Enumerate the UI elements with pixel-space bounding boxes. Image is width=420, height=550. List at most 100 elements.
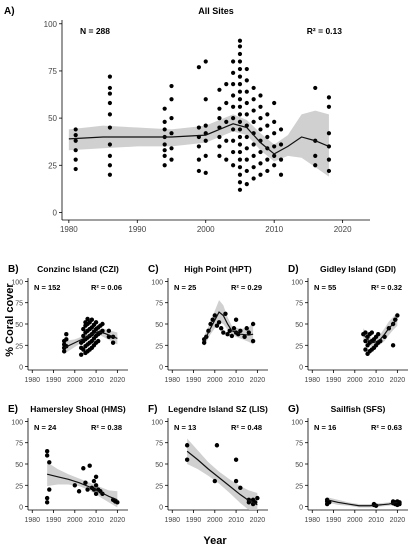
data-point — [244, 78, 249, 83]
data-point — [44, 495, 50, 501]
data-point — [231, 70, 236, 75]
data-point — [265, 134, 270, 140]
data-point — [229, 333, 235, 339]
panel-title: Conzinc Island (CZI) — [37, 264, 119, 274]
data-point — [395, 313, 400, 318]
data-point — [107, 74, 113, 79]
data-point — [81, 333, 86, 339]
y-tick-label: 25 — [15, 483, 23, 490]
data-point — [115, 500, 120, 505]
x-tick-label: 1980 — [304, 517, 320, 524]
data-point — [313, 163, 318, 168]
data-point — [100, 321, 105, 327]
data-point — [203, 97, 208, 102]
data-point — [44, 453, 50, 458]
data-point — [278, 127, 284, 132]
data-point — [363, 338, 368, 344]
data-point — [237, 112, 243, 117]
data-point — [251, 165, 256, 170]
y-tick-label: 25 — [48, 161, 57, 170]
data-point — [272, 153, 277, 158]
x-tick-label: 1980 — [164, 377, 180, 384]
data-point — [162, 127, 167, 132]
data-point — [196, 157, 201, 162]
x-tick-label: 2020 — [390, 517, 406, 524]
n-label: N = 25 — [174, 283, 196, 292]
data-point — [196, 168, 201, 174]
y-tick-label: 75 — [155, 441, 163, 448]
data-point — [73, 166, 78, 172]
y-tick-label: 100 — [151, 419, 163, 426]
data-point — [107, 153, 113, 158]
panel-title: Sailfish (SFS) — [331, 404, 386, 414]
data-point — [237, 127, 243, 132]
x-tick-label: 1980 — [304, 377, 320, 384]
confidence-band — [68, 110, 329, 177]
data-point — [106, 328, 112, 334]
x-tick-label: 1990 — [46, 517, 62, 524]
data-point — [244, 168, 249, 174]
data-point — [237, 44, 243, 49]
data-point — [169, 146, 174, 151]
data-point — [201, 340, 207, 345]
data-point — [237, 180, 243, 185]
data-point — [217, 134, 222, 140]
x-tick-label: 1990 — [186, 517, 202, 524]
trend-line — [186, 450, 258, 506]
data-point — [203, 59, 208, 64]
confidence-band — [187, 438, 258, 510]
data-point — [326, 168, 332, 174]
x-tick-label: 2010 — [368, 377, 384, 384]
data-point — [244, 100, 249, 106]
data-point — [169, 131, 174, 136]
data-point — [231, 163, 236, 168]
panel-7: G) Sailfish (SFS) 0 25 50 75 100 1980 1990 2000 20… — [288, 404, 408, 524]
trend-line — [203, 311, 254, 342]
data-point — [237, 89, 243, 94]
trend-line — [47, 473, 118, 501]
data-point — [231, 59, 236, 64]
y-tick-label: 75 — [295, 441, 303, 448]
data-point — [237, 134, 243, 140]
y-tick-label: 25 — [155, 483, 163, 490]
data-point — [93, 483, 99, 488]
data-point — [244, 146, 249, 151]
data-point — [162, 163, 167, 168]
data-point — [83, 480, 88, 485]
data-point — [184, 457, 190, 462]
y-tick-label: 0 — [299, 505, 303, 512]
data-point — [251, 119, 256, 124]
data-point — [93, 474, 99, 479]
data-point — [376, 332, 381, 337]
trend-line — [362, 318, 398, 344]
y-tick-label: 50 — [15, 322, 23, 329]
data-point — [238, 485, 243, 491]
data-point — [265, 168, 270, 174]
data-point — [231, 93, 236, 98]
r2-label: R² = 0.06 — [91, 283, 122, 292]
trend-line — [63, 331, 118, 349]
data-point — [326, 157, 332, 162]
data-point — [238, 328, 243, 334]
y-tick-label: 50 — [295, 322, 303, 329]
y-tick-label: 0 — [159, 365, 163, 372]
y-tick-label: 0 — [19, 365, 23, 372]
data-point — [203, 153, 208, 158]
data-point — [250, 338, 256, 344]
data-point — [255, 495, 260, 501]
x-tick-label: 2000 — [197, 225, 215, 234]
data-point — [272, 144, 277, 149]
trend-line — [68, 123, 330, 155]
x-tick-label: 1990 — [128, 225, 146, 234]
data-point — [272, 131, 277, 136]
data-point — [237, 172, 243, 177]
panel-letter: B) — [8, 264, 19, 275]
y-tick-label: 50 — [155, 462, 163, 469]
n-label: N = 288 — [80, 26, 110, 36]
data-point — [107, 125, 113, 130]
r2-label: R² = 0.13 — [307, 26, 342, 36]
data-point — [73, 148, 78, 153]
data-point — [237, 187, 243, 192]
panel-4: D) Gidley Island (GDI) 0 25 50 75 100 1980 1990 2… — [288, 264, 408, 384]
